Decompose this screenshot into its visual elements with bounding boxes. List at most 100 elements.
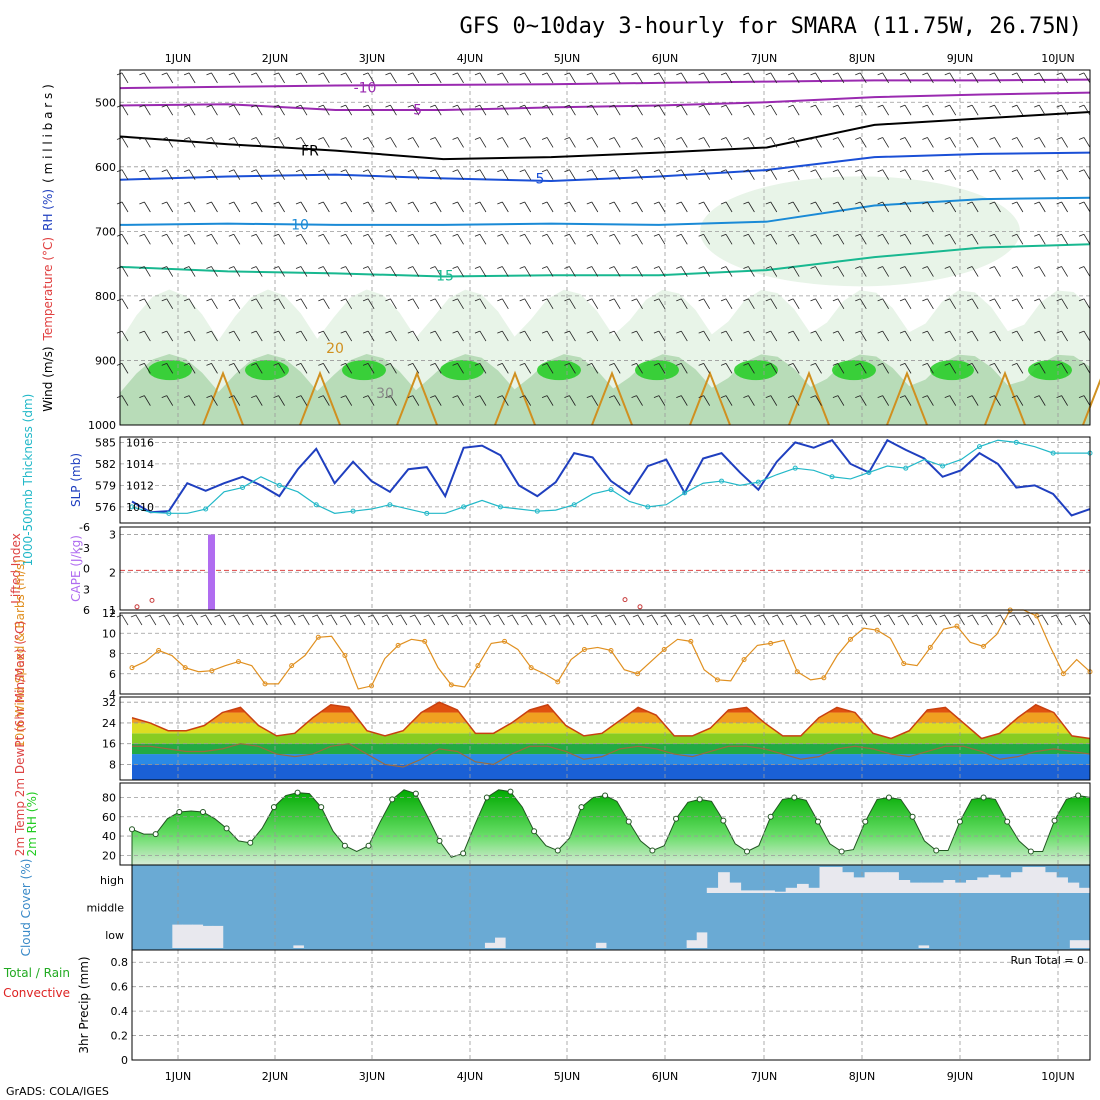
wind-barb [273,201,285,213]
wind-barb [519,137,532,148]
wind-barb [251,330,263,342]
contour-label: 10 [291,218,309,234]
wind-barb [519,104,532,116]
wind-speed-line-marker [395,642,401,648]
wind-barb [273,330,285,342]
slp-line-marker [682,490,688,496]
wind-barb [318,298,330,310]
rh-point [129,826,135,833]
wind-barb [541,298,554,310]
temp-contour-10 [119,196,1091,226]
wind-barb [609,104,621,116]
wind-barb [1078,362,1091,374]
wind-barb-10m [925,614,937,626]
day-label-top: 6JUN [652,52,679,65]
wind-barb [206,104,218,116]
wind-barb [877,169,889,180]
wind-barb [251,298,263,310]
wind-barb [564,72,576,84]
wind-barb [1034,266,1046,277]
cloud-bar [293,945,304,948]
wind-barb [362,169,375,180]
wind-barb [362,104,375,116]
wind-barb [743,201,755,213]
cloud-bar [774,891,787,893]
y-tick: 12 [102,607,116,620]
wind-barb [497,169,509,180]
contour-label: 15 [436,269,454,285]
wind-barb [944,266,957,277]
wind-barb [452,201,464,213]
cloud-bar [1033,867,1046,893]
wind-barb [385,104,397,116]
wind-barb [922,169,934,180]
cloud-bar [1067,882,1080,893]
cloud-bar [842,872,854,893]
wind-barb [631,395,643,406]
wind-barb [877,395,889,406]
wind-barb [788,169,800,180]
wind-barb-10m [772,614,784,626]
wind-barb [407,233,420,245]
surface-temp-contour [202,370,244,426]
cloud-bar [1056,877,1068,893]
wind-barb [653,104,666,116]
lifted-index-point [637,604,643,610]
wind-barb [810,233,822,245]
wind-barb [855,137,867,148]
wind-barb [832,137,845,148]
wind-barb [1056,266,1068,277]
rh-point [247,839,254,846]
wind-barb [877,201,889,213]
wind-speed-line-marker [235,659,241,665]
lifted-tick: 3 [83,583,90,596]
temp-ylabel: 2m Temp 2m DewPt (6hr Min/Max) (°C) [13,621,27,856]
wind-speed-line-marker [156,647,162,653]
wind-barb [139,233,151,245]
slp-line-marker [387,502,393,508]
wind-barb [139,169,151,180]
wind-barb [385,298,397,310]
rh-point [412,790,419,797]
wind-barb [743,362,755,374]
wind-barb [497,233,509,245]
wind-barb [899,104,912,116]
wind-barb [161,72,174,84]
credit-label: GrADS: COLA/IGES [6,1085,109,1098]
wind-speed-line-marker [369,683,374,689]
y-tick: 1014 [126,458,154,471]
pressure-tick: 500 [95,96,116,109]
wind-barb [116,72,129,84]
wind-barb [609,395,621,406]
cloud-bar [988,874,1001,893]
wind-barb [139,137,151,148]
wind-barb [362,137,375,148]
wind-barb [1056,330,1068,342]
wind-speed-line-marker [768,640,774,646]
wind-barb-10m [465,614,477,626]
wind-barb [1034,137,1046,148]
wind-barb [541,362,554,374]
wind-barb [340,233,353,245]
ylabel-part: RH (%) [41,189,55,231]
slp-line-marker [240,485,246,491]
panel-frame [119,612,1091,695]
rh-point [744,848,751,855]
wind-barb [228,72,241,84]
cloud-bar [696,932,708,948]
wind-barb [966,330,979,342]
wind-speed-line [131,609,1091,690]
wind-barb [944,72,957,84]
lifted-index-point [149,597,155,603]
wind-barb [452,330,464,342]
y-tick: 1016 [126,436,154,449]
wind-barb [564,137,576,148]
day-label-top: 5JUN [554,52,581,65]
wind-speed-line-marker [741,657,747,663]
wind-barb [385,201,397,213]
day-label-bottom: 5JUN [554,1070,581,1083]
wind-barb [407,330,420,342]
wind-barb [631,137,643,148]
wind-barb [206,72,218,84]
wind-speed-line-marker [688,638,694,644]
